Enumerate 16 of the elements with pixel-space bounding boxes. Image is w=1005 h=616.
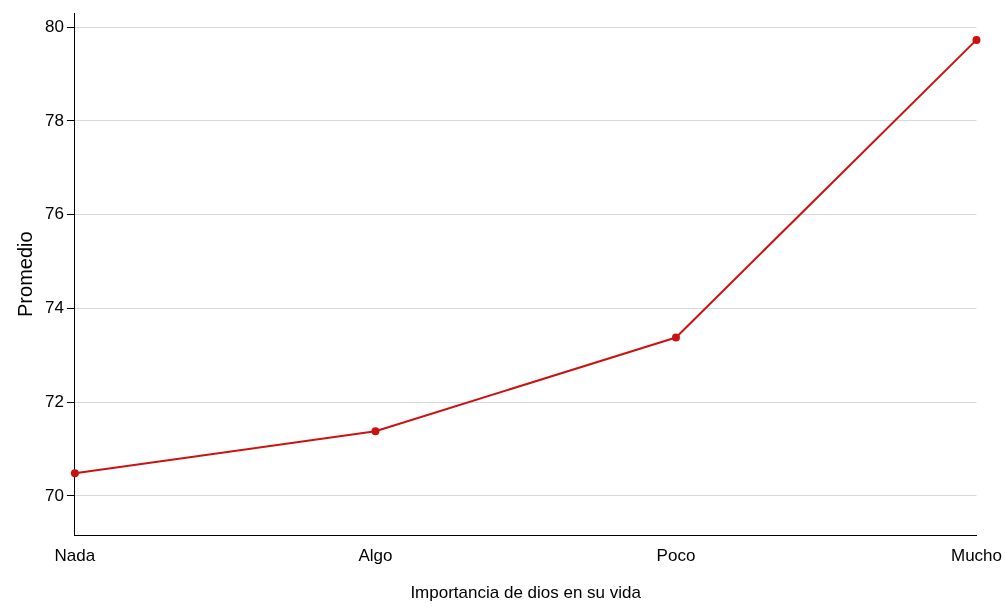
y-tick-label: 80: [44, 16, 64, 36]
y-tick-label: 78: [44, 110, 64, 130]
x-tick-label: Algo: [358, 546, 393, 566]
point: [371, 427, 380, 436]
point: [671, 333, 680, 342]
x-tick-label: Poco: [656, 546, 696, 566]
y-tick-label: 74: [44, 298, 64, 318]
y-axis-title: Promedio: [13, 231, 36, 317]
y-tick-label: 70: [44, 485, 64, 505]
y-tick-label: 76: [44, 204, 64, 224]
y-tick-label: 72: [44, 391, 64, 411]
x-axis-title: Importancia de dios en su vida: [410, 583, 642, 603]
point: [972, 35, 981, 44]
x-tick-label: Mucho: [950, 546, 1002, 566]
x-tick-label: Nada: [54, 546, 96, 566]
point: [70, 469, 79, 478]
